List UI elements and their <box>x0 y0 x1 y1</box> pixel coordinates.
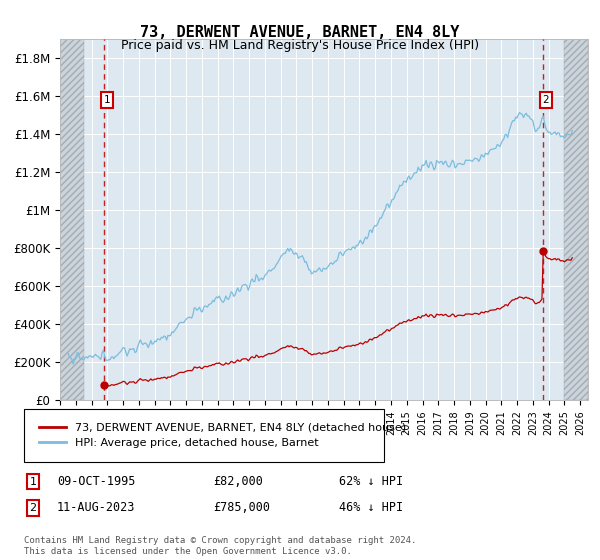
Text: £785,000: £785,000 <box>213 501 270 515</box>
Text: 1: 1 <box>29 477 37 487</box>
Text: 46% ↓ HPI: 46% ↓ HPI <box>339 501 403 515</box>
Bar <box>60 39 83 400</box>
Text: £82,000: £82,000 <box>213 475 263 488</box>
Legend: 73, DERWENT AVENUE, BARNET, EN4 8LY (detached house), HPI: Average price, detach: 73, DERWENT AVENUE, BARNET, EN4 8LY (det… <box>33 417 412 454</box>
Text: 73, DERWENT AVENUE, BARNET, EN4 8LY: 73, DERWENT AVENUE, BARNET, EN4 8LY <box>140 25 460 40</box>
Text: 09-OCT-1995: 09-OCT-1995 <box>57 475 136 488</box>
Text: 2: 2 <box>29 503 37 513</box>
Text: Contains HM Land Registry data © Crown copyright and database right 2024.
This d: Contains HM Land Registry data © Crown c… <box>24 536 416 556</box>
Text: 11-AUG-2023: 11-AUG-2023 <box>57 501 136 515</box>
Text: 62% ↓ HPI: 62% ↓ HPI <box>339 475 403 488</box>
Text: 2: 2 <box>542 95 549 105</box>
Bar <box>565 39 588 400</box>
Text: 1: 1 <box>104 95 110 105</box>
FancyBboxPatch shape <box>24 409 384 462</box>
Text: Price paid vs. HM Land Registry's House Price Index (HPI): Price paid vs. HM Land Registry's House … <box>121 39 479 52</box>
